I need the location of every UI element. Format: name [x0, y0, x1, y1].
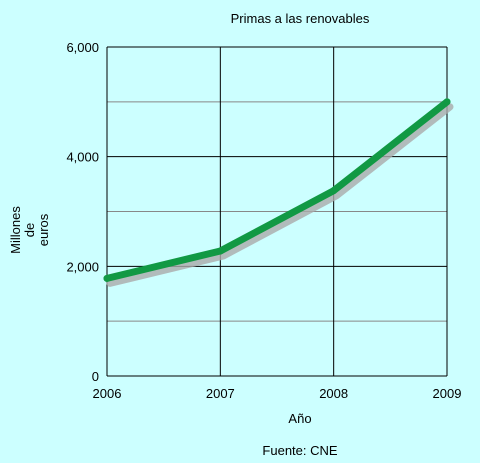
y-tick-label: 2,000 [66, 259, 99, 274]
grid [106, 46, 448, 377]
data-point [443, 98, 451, 106]
data-point [330, 187, 338, 195]
source-note: Fuente: CNE [262, 443, 337, 458]
y-axis-label-line: Millones [8, 206, 23, 254]
series-shadow [106, 103, 454, 287]
y-axis-label: Millones de euros [8, 206, 51, 254]
y-axis-label-line: euros [36, 213, 51, 246]
x-tick-label: 2007 [206, 386, 235, 401]
data-point [103, 274, 111, 282]
series-line [103, 98, 451, 282]
x-tick-label: 2006 [93, 386, 122, 401]
y-tick-label: 4,000 [66, 150, 99, 165]
x-tick-labels: 2006 2007 2008 2009 [93, 386, 462, 401]
y-axis-label-line: de [22, 223, 37, 237]
y-tick-label: 0 [92, 369, 99, 384]
x-tick-label: 2009 [433, 386, 462, 401]
x-tick-label: 2008 [319, 386, 348, 401]
data-point [216, 247, 224, 255]
series [103, 98, 454, 287]
x-axis-label: Año [288, 411, 311, 426]
y-tick-label: 6,000 [66, 40, 99, 55]
y-tick-labels: 0 2,000 4,000 6,000 [66, 40, 99, 384]
chart-title: Primas a las renovables [231, 11, 370, 26]
